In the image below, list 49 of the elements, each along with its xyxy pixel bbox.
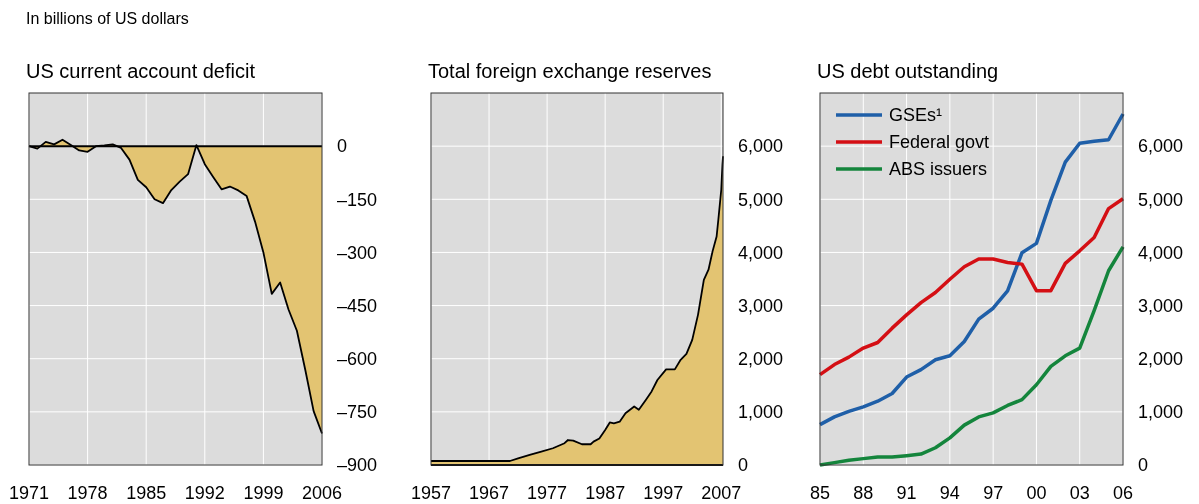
x-tick-label: 88 <box>853 483 874 503</box>
x-tick-label: 1971 <box>8 483 50 503</box>
y-tick-label: –750 <box>337 402 378 423</box>
y-tick-label: 2,000 <box>738 349 784 370</box>
y-tick-label: 6,000 <box>1138 136 1184 157</box>
chart-title: US debt outstanding <box>817 60 999 82</box>
x-tick-label: 1977 <box>527 483 568 503</box>
x-tick-label: 97 <box>983 483 1004 503</box>
x-tick-label: 00 <box>1026 483 1047 503</box>
y-tick-label: 5,000 <box>1138 189 1184 210</box>
y-tick-label: –300 <box>337 242 378 263</box>
x-tick-label: 1997 <box>643 483 684 503</box>
x-tick-label: 1978 <box>67 483 108 503</box>
y-tick-label: 6,000 <box>738 136 784 157</box>
chart-title: Total foreign exchange reserves <box>428 60 712 82</box>
x-tick-label: 06 <box>1112 483 1134 503</box>
x-tick-label: 1957 <box>410 483 452 503</box>
line-series <box>818 197 1125 377</box>
legend-label: Federal govt <box>889 132 990 153</box>
x-tick-label: 1999 <box>243 483 284 503</box>
text: In billions of US dollars <box>26 10 189 27</box>
x-tick-label: 1967 <box>469 483 510 503</box>
y-tick-label: –900 <box>337 455 378 476</box>
x-tick-label: 1992 <box>184 483 225 503</box>
x-tick-label: 1985 <box>126 483 167 503</box>
y-tick-label: 1,000 <box>1138 402 1184 423</box>
legend-label: ABS issuers <box>889 159 988 180</box>
y-tick-label: 0 <box>1138 455 1149 476</box>
x-tick-label: 85 <box>809 483 831 503</box>
x-tick-label: 1987 <box>585 483 626 503</box>
y-tick-label: 4,000 <box>738 242 784 263</box>
y-tick-label: 5,000 <box>738 189 784 210</box>
y-tick-label: 1,000 <box>738 402 784 423</box>
x-tick-label: 2006 <box>301 483 343 503</box>
legend-label: GSEs¹ <box>889 105 943 126</box>
chart-title: US current account deficit <box>26 60 256 82</box>
y-tick-label: –150 <box>337 189 378 210</box>
y-tick-label: –600 <box>337 349 378 370</box>
x-tick-label: 91 <box>896 483 917 503</box>
y-tick-label: 2,000 <box>1138 349 1184 370</box>
x-tick-label: 2007 <box>701 483 742 503</box>
y-tick-label: 0 <box>337 136 348 157</box>
y-tick-label: 4,000 <box>1138 242 1184 263</box>
x-tick-label: 94 <box>939 483 960 503</box>
y-tick-label: 3,000 <box>1138 295 1184 316</box>
x-tick-label: 03 <box>1069 483 1090 503</box>
y-tick-label: –450 <box>337 295 378 316</box>
y-tick-label: 0 <box>738 455 749 476</box>
y-tick-label: 3,000 <box>738 295 784 316</box>
